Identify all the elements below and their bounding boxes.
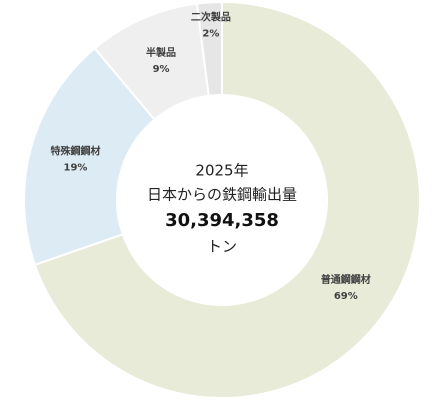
slice-value: 2% bbox=[202, 28, 219, 39]
slice-value: 19% bbox=[64, 162, 88, 173]
center-unit: トン bbox=[207, 238, 237, 256]
slice-label: 半製品 bbox=[146, 46, 176, 59]
slice-label: 普通鋼鋼材 bbox=[321, 273, 371, 286]
slice-label: 二次製品 bbox=[191, 10, 231, 23]
donut-slice bbox=[23, 46, 156, 267]
center-title: 日本からの鉄鋼輸出量 bbox=[147, 186, 297, 204]
slice-value: 9% bbox=[153, 64, 170, 75]
slice-value: 69% bbox=[334, 291, 358, 302]
center-total: 30,394,358 bbox=[165, 210, 279, 231]
donut-slice bbox=[33, 0, 421, 399]
center-year: 2025年 bbox=[195, 162, 248, 180]
donut-slice bbox=[195, 0, 223, 97]
slice-label: 特殊鋼鋼材 bbox=[50, 144, 100, 157]
